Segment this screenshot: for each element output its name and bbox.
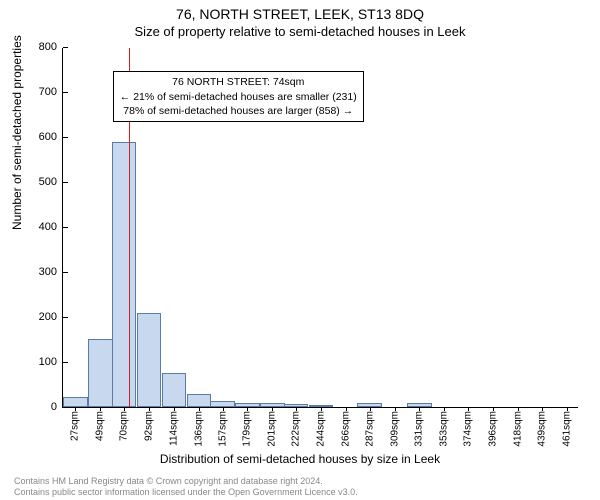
x-tick: 266sqm (340, 407, 351, 447)
y-tick: 800 (17, 41, 63, 53)
x-tick: 222sqm (291, 407, 302, 447)
x-tick: 418sqm (512, 407, 523, 447)
x-tick: 461sqm (561, 407, 572, 447)
y-tick: 300 (17, 266, 63, 278)
x-tick: 353sqm (439, 407, 450, 447)
y-tick: 200 (17, 311, 63, 323)
chart-area: 010020030040050060070080027sqm49sqm70sqm… (62, 48, 578, 408)
annotation-line: 78% of semi-detached houses are larger (… (120, 104, 357, 118)
x-tick: 114sqm (168, 407, 179, 446)
footer-attribution: Contains HM Land Registry data © Crown c… (14, 476, 358, 499)
x-tick: 374sqm (463, 407, 474, 447)
histogram-bar (260, 403, 285, 407)
x-tick: 287sqm (364, 407, 375, 447)
x-tick: 27sqm (70, 407, 81, 441)
x-tick: 396sqm (488, 407, 499, 447)
y-tick: 100 (17, 356, 63, 368)
plot-region: 010020030040050060070080027sqm49sqm70sqm… (62, 48, 578, 408)
histogram-bar (137, 313, 162, 408)
chart-title: Size of property relative to semi-detach… (0, 22, 600, 39)
histogram-bar (210, 401, 235, 407)
histogram-bar (284, 404, 309, 407)
x-tick: 70sqm (119, 407, 130, 441)
histogram-bar (162, 373, 187, 407)
histogram-bar (63, 397, 88, 407)
histogram-bar (357, 403, 382, 408)
x-tick: 49sqm (95, 407, 106, 441)
histogram-bar (88, 339, 113, 407)
footer-line: Contains HM Land Registry data © Crown c… (14, 476, 358, 487)
y-tick: 600 (17, 131, 63, 143)
annotation-line: 76 NORTH STREET: 74sqm (120, 75, 357, 89)
x-tick: 309sqm (389, 407, 400, 447)
x-tick: 92sqm (144, 407, 155, 441)
x-tick: 179sqm (242, 407, 253, 447)
histogram-bar (407, 403, 432, 407)
x-tick: 439sqm (536, 407, 547, 447)
annotation-line: ← 21% of semi-detached houses are smalle… (120, 90, 357, 104)
y-tick: 500 (17, 176, 63, 188)
x-tick: 201sqm (267, 407, 278, 447)
footer-line: Contains public sector information licen… (14, 487, 358, 498)
x-tick: 244sqm (316, 407, 327, 447)
x-axis-label: Distribution of semi-detached houses by … (0, 452, 600, 466)
x-tick: 157sqm (217, 407, 228, 447)
histogram-bar (309, 405, 334, 407)
address-title: 76, NORTH STREET, LEEK, ST13 8DQ (0, 0, 600, 22)
histogram-bar (112, 142, 137, 407)
y-tick: 400 (17, 221, 63, 233)
x-tick: 136sqm (193, 407, 204, 447)
y-tick: 0 (17, 401, 63, 413)
x-tick: 331sqm (414, 407, 425, 447)
y-tick: 700 (17, 86, 63, 98)
histogram-bar (187, 394, 212, 408)
histogram-bar (235, 403, 260, 407)
annotation-box: 76 NORTH STREET: 74sqm← 21% of semi-deta… (113, 71, 364, 122)
